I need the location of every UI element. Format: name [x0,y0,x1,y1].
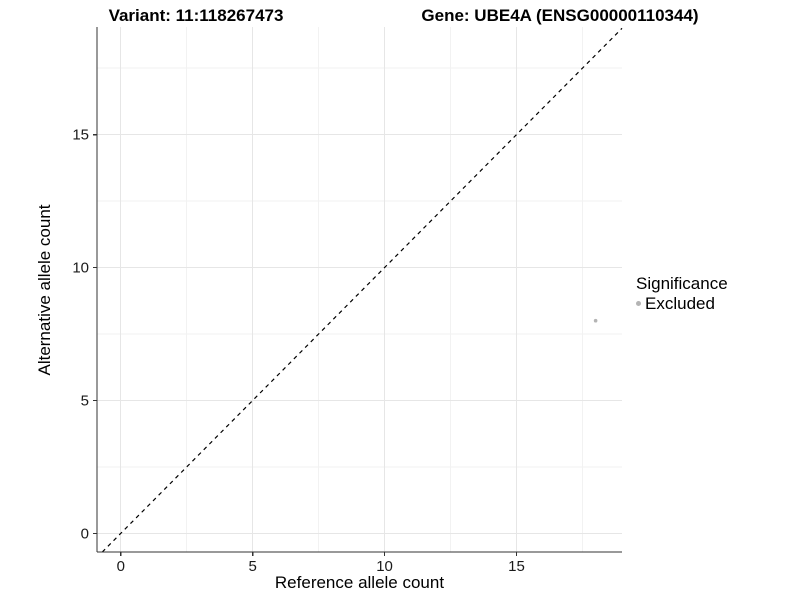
y-tick-label: 15 [72,127,89,144]
data-point [593,318,598,323]
legend: Significance Excluded [636,274,728,313]
x-tick-label: 15 [508,558,525,575]
variant-title: Variant: 11:118267473 [108,6,284,25]
x-tick-label: 0 [117,558,125,575]
legend-title: Significance [636,274,728,293]
y-tick-label: 5 [81,392,89,409]
x-tick-label: 5 [248,558,256,575]
gene-title: Gene: UBE4A (ENSG00000110344) [421,6,699,25]
y-axis-title: Alternative allele count [35,204,54,376]
x-tick-label: 10 [376,558,393,575]
y-tick-label: 10 [72,260,89,277]
legend-item-excluded: Excluded [636,294,728,313]
y-tick-label: 0 [81,525,89,542]
identity-line [101,27,623,553]
legend-point-swatch [636,301,641,306]
legend-item-label: Excluded [645,294,715,313]
x-axis-title: Reference allele count [274,573,445,592]
